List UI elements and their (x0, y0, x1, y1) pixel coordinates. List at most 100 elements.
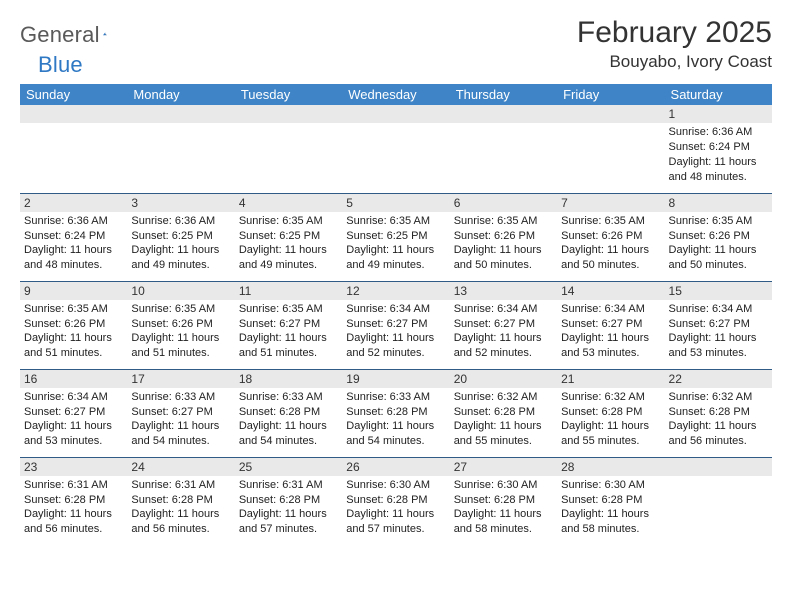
sunset-line: Sunset: 6:25 PM (346, 229, 445, 244)
calendar-day-cell: 27Sunrise: 6:30 AMSunset: 6:28 PMDayligh… (450, 457, 557, 545)
day-number: 16 (20, 370, 127, 388)
day-body: Sunrise: 6:31 AMSunset: 6:28 PMDaylight:… (20, 476, 127, 541)
month-title: February 2025 (577, 16, 772, 50)
day-number: 27 (450, 458, 557, 476)
sunrise-line: Sunrise: 6:30 AM (346, 478, 445, 493)
day-number: 8 (665, 194, 772, 212)
day-number: 26 (342, 458, 449, 476)
calendar-week-row: 9Sunrise: 6:35 AMSunset: 6:26 PMDaylight… (20, 281, 772, 369)
weekday-header: Sunday (20, 84, 127, 105)
day-body: Sunrise: 6:36 AMSunset: 6:24 PMDaylight:… (20, 212, 127, 277)
day-body: Sunrise: 6:30 AMSunset: 6:28 PMDaylight:… (450, 476, 557, 541)
calendar-day-cell: 23Sunrise: 6:31 AMSunset: 6:28 PMDayligh… (20, 457, 127, 545)
day-number: 5 (342, 194, 449, 212)
day-number: 4 (235, 194, 342, 212)
calendar-day-cell: 25Sunrise: 6:31 AMSunset: 6:28 PMDayligh… (235, 457, 342, 545)
daylight-line: Daylight: 11 hours and 57 minutes. (239, 507, 338, 537)
logo-word-blue: Blue (38, 52, 83, 78)
sunrise-line: Sunrise: 6:34 AM (454, 302, 553, 317)
day-number: 24 (127, 458, 234, 476)
calendar-day-cell: 1Sunrise: 6:36 AMSunset: 6:24 PMDaylight… (665, 105, 772, 193)
sunrise-line: Sunrise: 6:31 AM (24, 478, 123, 493)
calendar-day-cell: 10Sunrise: 6:35 AMSunset: 6:26 PMDayligh… (127, 281, 234, 369)
sunrise-line: Sunrise: 6:35 AM (561, 214, 660, 229)
sunrise-line: Sunrise: 6:32 AM (561, 390, 660, 405)
calendar-blank-cell (235, 105, 342, 193)
day-body (557, 123, 664, 183)
logo: General (20, 22, 125, 48)
day-number: 3 (127, 194, 234, 212)
daylight-line: Daylight: 11 hours and 54 minutes. (131, 419, 230, 449)
day-number: 28 (557, 458, 664, 476)
sunrise-line: Sunrise: 6:31 AM (239, 478, 338, 493)
sunset-line: Sunset: 6:28 PM (239, 493, 338, 508)
day-body (342, 123, 449, 183)
calendar-body: 1Sunrise: 6:36 AMSunset: 6:24 PMDaylight… (20, 105, 772, 545)
sunrise-line: Sunrise: 6:30 AM (454, 478, 553, 493)
day-number: 15 (665, 282, 772, 300)
weekday-header: Friday (557, 84, 664, 105)
daylight-line: Daylight: 11 hours and 52 minutes. (346, 331, 445, 361)
day-body: Sunrise: 6:36 AMSunset: 6:24 PMDaylight:… (665, 123, 772, 188)
day-number: 17 (127, 370, 234, 388)
daylight-line: Daylight: 11 hours and 50 minutes. (669, 243, 768, 273)
sunrise-line: Sunrise: 6:35 AM (239, 214, 338, 229)
daylight-line: Daylight: 11 hours and 53 minutes. (24, 419, 123, 449)
day-body: Sunrise: 6:30 AMSunset: 6:28 PMDaylight:… (557, 476, 664, 541)
calendar-day-cell: 7Sunrise: 6:35 AMSunset: 6:26 PMDaylight… (557, 193, 664, 281)
calendar-day-cell: 26Sunrise: 6:30 AMSunset: 6:28 PMDayligh… (342, 457, 449, 545)
calendar-week-row: 1Sunrise: 6:36 AMSunset: 6:24 PMDaylight… (20, 105, 772, 193)
day-number (342, 105, 449, 123)
calendar-day-cell: 14Sunrise: 6:34 AMSunset: 6:27 PMDayligh… (557, 281, 664, 369)
sunset-line: Sunset: 6:26 PM (561, 229, 660, 244)
daylight-line: Daylight: 11 hours and 56 minutes. (24, 507, 123, 537)
calendar-week-row: 23Sunrise: 6:31 AMSunset: 6:28 PMDayligh… (20, 457, 772, 545)
calendar-day-cell: 19Sunrise: 6:33 AMSunset: 6:28 PMDayligh… (342, 369, 449, 457)
day-body: Sunrise: 6:34 AMSunset: 6:27 PMDaylight:… (557, 300, 664, 365)
calendar-blank-cell (342, 105, 449, 193)
sunset-line: Sunset: 6:27 PM (346, 317, 445, 332)
calendar-day-cell: 8Sunrise: 6:35 AMSunset: 6:26 PMDaylight… (665, 193, 772, 281)
day-number: 1 (665, 105, 772, 123)
day-number: 7 (557, 194, 664, 212)
daylight-line: Daylight: 11 hours and 48 minutes. (24, 243, 123, 273)
day-number: 9 (20, 282, 127, 300)
daylight-line: Daylight: 11 hours and 55 minutes. (561, 419, 660, 449)
sunrise-line: Sunrise: 6:34 AM (669, 302, 768, 317)
calendar-blank-cell (557, 105, 664, 193)
calendar-day-cell: 15Sunrise: 6:34 AMSunset: 6:27 PMDayligh… (665, 281, 772, 369)
sunset-line: Sunset: 6:27 PM (669, 317, 768, 332)
title-block: February 2025 Bouyabo, Ivory Coast (577, 16, 772, 72)
sunset-line: Sunset: 6:26 PM (24, 317, 123, 332)
sunset-line: Sunset: 6:28 PM (669, 405, 768, 420)
daylight-line: Daylight: 11 hours and 51 minutes. (131, 331, 230, 361)
day-body: Sunrise: 6:30 AMSunset: 6:28 PMDaylight:… (342, 476, 449, 541)
calendar-day-cell: 20Sunrise: 6:32 AMSunset: 6:28 PMDayligh… (450, 369, 557, 457)
sunset-line: Sunset: 6:28 PM (131, 493, 230, 508)
calendar-day-cell: 21Sunrise: 6:32 AMSunset: 6:28 PMDayligh… (557, 369, 664, 457)
sunrise-line: Sunrise: 6:35 AM (346, 214, 445, 229)
day-body: Sunrise: 6:33 AMSunset: 6:28 PMDaylight:… (235, 388, 342, 453)
calendar-day-cell: 6Sunrise: 6:35 AMSunset: 6:26 PMDaylight… (450, 193, 557, 281)
sunset-line: Sunset: 6:25 PM (131, 229, 230, 244)
sunrise-line: Sunrise: 6:36 AM (669, 125, 768, 140)
calendar-blank-cell (127, 105, 234, 193)
sunset-line: Sunset: 6:28 PM (346, 405, 445, 420)
daylight-line: Daylight: 11 hours and 49 minutes. (239, 243, 338, 273)
day-body: Sunrise: 6:34 AMSunset: 6:27 PMDaylight:… (450, 300, 557, 365)
weekday-header: Wednesday (342, 84, 449, 105)
daylight-line: Daylight: 11 hours and 51 minutes. (24, 331, 123, 361)
day-number (557, 105, 664, 123)
calendar-day-cell: 17Sunrise: 6:33 AMSunset: 6:27 PMDayligh… (127, 369, 234, 457)
day-number: 21 (557, 370, 664, 388)
calendar-day-cell: 9Sunrise: 6:35 AMSunset: 6:26 PMDaylight… (20, 281, 127, 369)
calendar-day-cell: 2Sunrise: 6:36 AMSunset: 6:24 PMDaylight… (20, 193, 127, 281)
calendar-day-cell: 28Sunrise: 6:30 AMSunset: 6:28 PMDayligh… (557, 457, 664, 545)
sunrise-line: Sunrise: 6:32 AM (669, 390, 768, 405)
day-body: Sunrise: 6:34 AMSunset: 6:27 PMDaylight:… (665, 300, 772, 365)
day-body: Sunrise: 6:35 AMSunset: 6:26 PMDaylight:… (450, 212, 557, 277)
calendar-day-cell: 12Sunrise: 6:34 AMSunset: 6:27 PMDayligh… (342, 281, 449, 369)
sunrise-line: Sunrise: 6:35 AM (669, 214, 768, 229)
daylight-line: Daylight: 11 hours and 48 minutes. (669, 155, 768, 185)
sunrise-line: Sunrise: 6:35 AM (131, 302, 230, 317)
